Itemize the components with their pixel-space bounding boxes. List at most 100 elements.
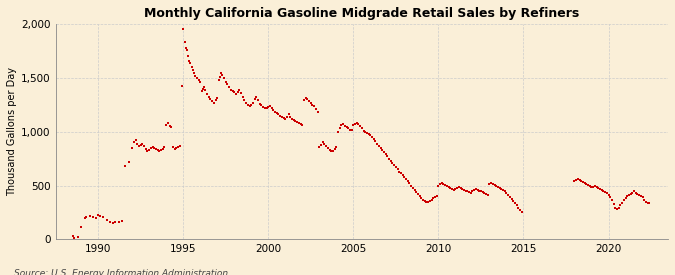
Point xyxy=(513,205,524,210)
Point xyxy=(81,214,92,219)
Point xyxy=(331,145,342,149)
Point xyxy=(411,190,422,194)
Point xyxy=(344,127,355,132)
Point xyxy=(198,85,209,90)
Point xyxy=(620,196,631,200)
Point xyxy=(622,194,632,199)
Point xyxy=(398,173,408,177)
Point xyxy=(281,114,292,119)
Point xyxy=(588,185,599,189)
Text: Source: U.S. Energy Information Administration: Source: U.S. Energy Information Administ… xyxy=(14,269,227,275)
Point xyxy=(183,54,194,58)
Point xyxy=(189,71,200,76)
Point xyxy=(464,190,475,194)
Point xyxy=(595,187,605,191)
Point xyxy=(487,182,498,186)
Point xyxy=(457,187,468,191)
Point xyxy=(486,181,497,186)
Point xyxy=(251,95,262,99)
Point xyxy=(163,121,173,125)
Point xyxy=(358,128,369,133)
Point xyxy=(408,186,418,190)
Point xyxy=(496,187,507,191)
Point xyxy=(363,132,374,136)
Point xyxy=(571,177,582,182)
Point xyxy=(610,205,621,210)
Point xyxy=(113,220,124,224)
Point xyxy=(146,146,157,150)
Point xyxy=(569,178,580,183)
Point xyxy=(271,111,282,116)
Point xyxy=(178,27,188,31)
Title: Monthly California Gasoline Midgrade Retail Sales by Refiners: Monthly California Gasoline Midgrade Ret… xyxy=(144,7,579,20)
Point xyxy=(392,167,403,172)
Point xyxy=(608,202,619,206)
Point xyxy=(443,185,454,189)
Point xyxy=(341,125,352,130)
Point xyxy=(639,197,649,202)
Point xyxy=(433,183,443,188)
Point xyxy=(239,98,250,103)
Point xyxy=(207,99,217,104)
Point xyxy=(98,214,109,219)
Point xyxy=(105,219,115,224)
Point xyxy=(474,189,485,193)
Point xyxy=(284,112,294,117)
Point xyxy=(246,103,256,107)
Point xyxy=(186,65,197,69)
Point xyxy=(140,147,151,151)
Point xyxy=(387,161,398,165)
Point xyxy=(578,180,589,184)
Point xyxy=(576,178,587,183)
Point xyxy=(475,189,486,194)
Point xyxy=(360,130,371,134)
Point xyxy=(277,114,288,119)
Point xyxy=(177,84,188,89)
Point xyxy=(297,123,308,127)
Point xyxy=(419,199,430,204)
Point xyxy=(617,200,628,205)
Point xyxy=(236,91,246,95)
Point xyxy=(124,160,134,164)
Point xyxy=(132,141,142,146)
Point xyxy=(429,195,440,200)
Point xyxy=(350,122,360,126)
Point xyxy=(635,194,646,198)
Point xyxy=(356,126,367,131)
Point xyxy=(504,195,515,199)
Point xyxy=(190,73,200,78)
Point xyxy=(510,201,520,205)
Point xyxy=(614,205,624,210)
Point xyxy=(627,190,638,195)
Point xyxy=(624,192,634,197)
Point xyxy=(642,200,653,205)
Point xyxy=(470,187,481,191)
Point xyxy=(95,213,105,218)
Point xyxy=(215,75,225,79)
Point xyxy=(69,236,80,240)
Point xyxy=(215,71,226,76)
Point xyxy=(452,186,462,190)
Point xyxy=(601,191,612,195)
Point xyxy=(203,95,214,99)
Point xyxy=(217,72,227,77)
Point xyxy=(370,139,381,144)
Point xyxy=(209,100,219,105)
Point xyxy=(313,110,323,114)
Point xyxy=(261,106,272,110)
Point xyxy=(586,185,597,189)
Point xyxy=(612,207,622,211)
Point xyxy=(316,142,327,147)
Point xyxy=(484,182,495,187)
Point xyxy=(319,141,330,146)
Point xyxy=(321,144,331,148)
Point xyxy=(232,90,243,94)
Point xyxy=(441,184,452,188)
Point xyxy=(157,147,168,151)
Point xyxy=(581,182,592,186)
Point xyxy=(153,148,163,152)
Point xyxy=(310,107,321,111)
Point xyxy=(362,131,373,135)
Point xyxy=(193,78,204,82)
Point xyxy=(256,103,267,107)
